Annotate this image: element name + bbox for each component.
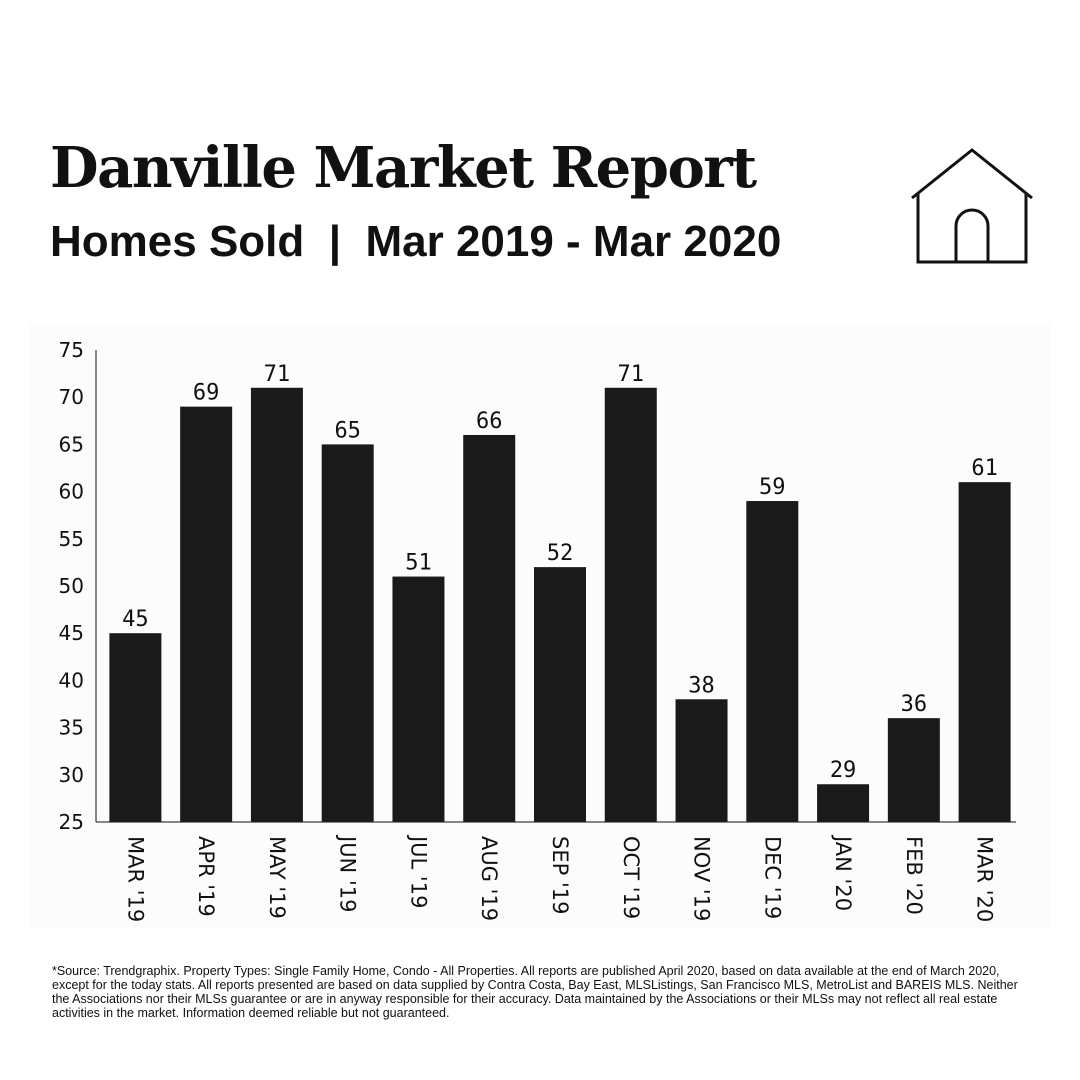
y-tick-label: 55 (59, 527, 84, 551)
bar-value-label: 71 (264, 362, 291, 387)
x-category-label: APR '19 (194, 836, 218, 917)
x-category-label: MAY '19 (265, 836, 289, 919)
bar-value-label: 36 (901, 692, 928, 717)
x-category-label: OCT '19 (619, 836, 643, 919)
x-category-label: MAR '20 (973, 836, 997, 922)
bar-value-label: 69 (193, 381, 220, 406)
bar (534, 567, 586, 822)
homes-sold-bar-chart: 25 30 35 40 45 50 55 60 65 70 75 45 MAR '19 69 APR '19… (59, 338, 1016, 922)
source-footnote: *Source: Trendgraphix. Property Types: S… (52, 964, 1018, 1020)
y-tick-label: 40 (59, 668, 84, 692)
bar-value-label: 51 (405, 551, 432, 576)
x-category-label: JUN '19 (336, 834, 360, 912)
bar-value-label: 59 (759, 475, 786, 500)
x-category-label: DEC '19 (760, 836, 784, 919)
house-icon (911, 148, 1033, 264)
page-title: Danville Market Report (50, 135, 757, 201)
y-tick-label: 50 (59, 574, 84, 598)
bar (109, 633, 162, 822)
bar-value-label: 29 (830, 758, 857, 783)
bar-value-label: 52 (547, 541, 574, 566)
bar (817, 784, 870, 822)
x-category-label: FEB '20 (902, 836, 926, 915)
chart-panel: 25 30 35 40 45 50 55 60 65 70 75 45 MAR '19 69 APR '19… (30, 322, 1050, 928)
bar (675, 699, 728, 822)
x-category-label: SEP '19 (548, 836, 572, 914)
bar-value-label: 71 (618, 362, 645, 387)
x-category-label: JAN '20 (831, 834, 855, 911)
page-subtitle: Homes Sold | Mar 2019 - Mar 2020 (50, 217, 782, 266)
bar-value-label: 38 (688, 673, 715, 698)
y-tick-label: 60 (59, 480, 84, 504)
y-tick-label: 45 (59, 621, 84, 645)
bar (463, 434, 516, 822)
bar (958, 482, 1011, 822)
x-category-label: JUL '19 (406, 834, 430, 908)
bar-value-label: 45 (122, 607, 149, 632)
bar-value-label: 61 (971, 456, 998, 481)
x-category-label: NOV '19 (690, 836, 714, 921)
bar-value-label: 66 (476, 409, 503, 434)
y-tick-label: 75 (59, 338, 84, 362)
y-tick-label: 70 (59, 385, 84, 409)
y-tick-label: 35 (59, 716, 84, 740)
bar (746, 501, 799, 822)
x-category-label: AUG '19 (477, 836, 501, 921)
bar (392, 576, 445, 822)
bar (180, 406, 233, 822)
y-tick-label: 25 (59, 810, 84, 834)
bar (887, 718, 940, 822)
bar-value-label: 65 (334, 418, 361, 443)
x-category-label: MAR '19 (123, 836, 147, 922)
bar (604, 387, 657, 822)
y-tick-label: 30 (59, 763, 84, 787)
bar (250, 387, 303, 822)
y-tick-label: 65 (59, 432, 84, 456)
bar (321, 444, 374, 822)
